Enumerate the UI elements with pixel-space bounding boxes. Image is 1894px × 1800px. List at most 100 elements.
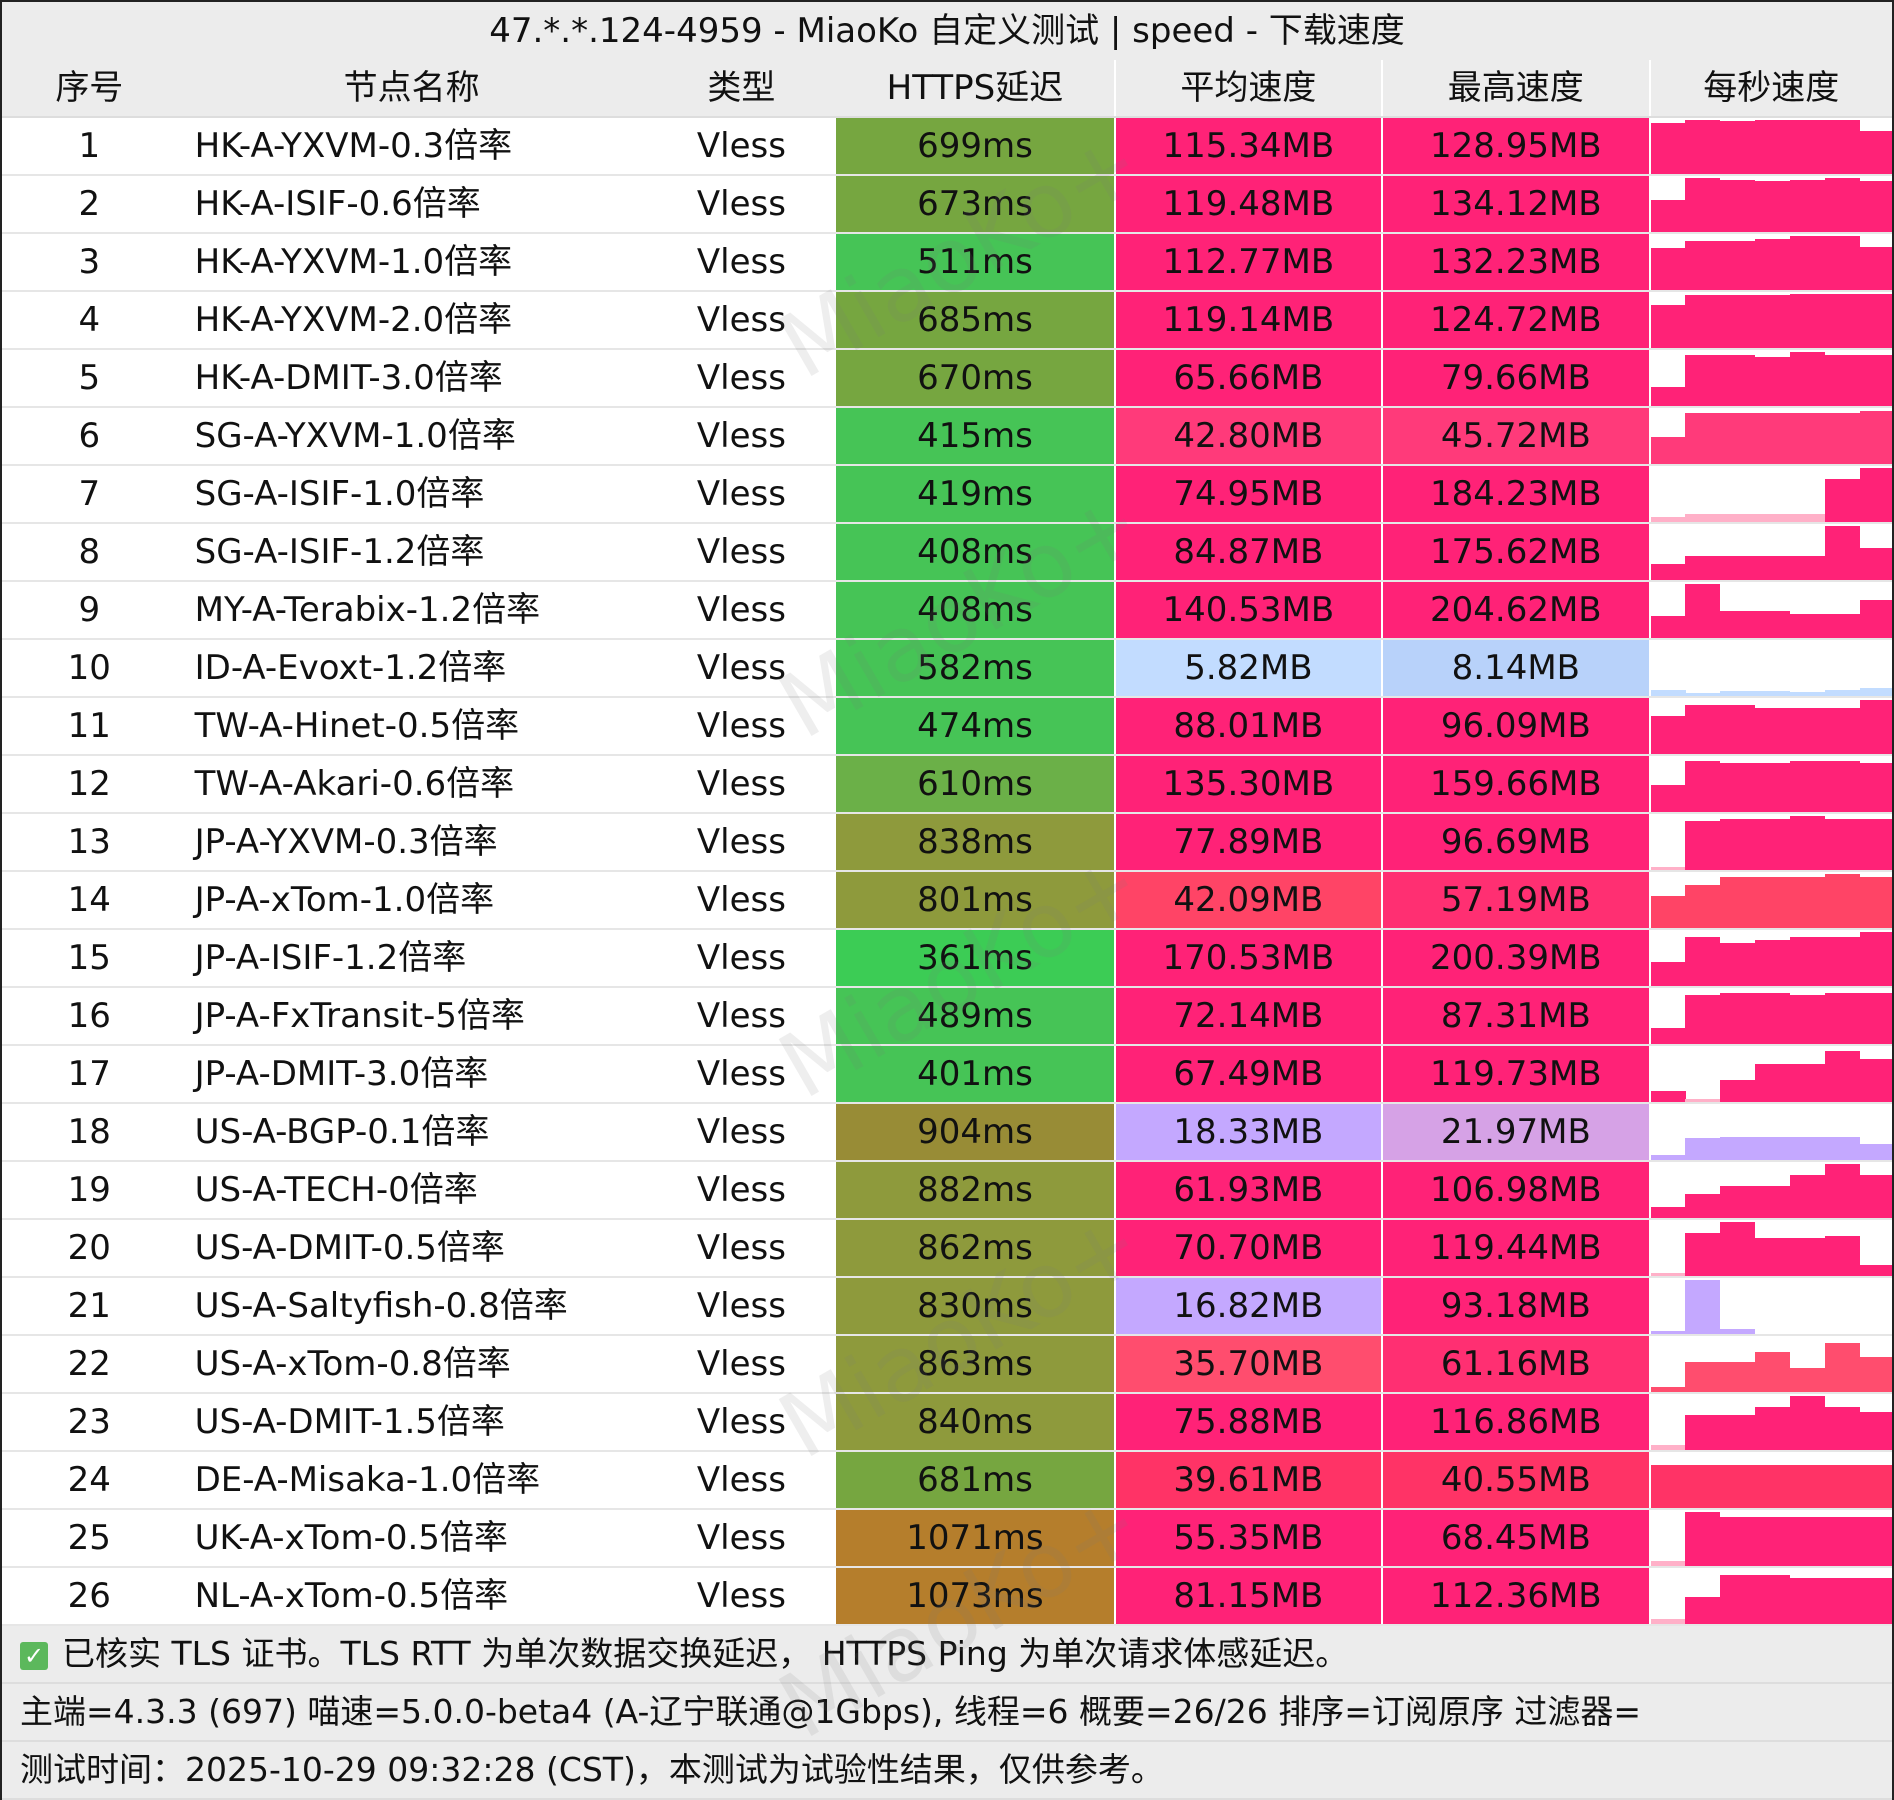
speed-bar	[1824, 874, 1860, 928]
node-type: Vless	[696, 532, 786, 572]
avg-speed: 72.14MB	[1113, 988, 1382, 1044]
speed-bar	[1859, 130, 1893, 174]
avg-speed: 55.35MB	[1113, 1510, 1382, 1566]
node-name: HK-A-ISIF-0.6倍率	[194, 184, 481, 224]
max-speed: 93.18MB	[1381, 1278, 1649, 1334]
https-latency: 408ms	[836, 582, 1114, 638]
speed-bar	[1685, 412, 1721, 464]
table-row: 10 ID-A-Evoxt-1.2倍率 Vless 582ms 5.82MB 8.14MB	[2, 640, 1893, 698]
max-speed: 128.95MB	[1381, 118, 1649, 174]
speed-bar	[1789, 1367, 1825, 1392]
speed-bar	[1685, 513, 1721, 522]
node-index: 5	[78, 358, 101, 398]
node-name: JP-A-FxTransit-5倍率	[194, 996, 525, 1036]
table-row: 16 JP-A-FxTransit-5倍率 Vless 489ms 72.14MB 87.…	[2, 988, 1893, 1046]
speed-bar	[1755, 238, 1791, 290]
per-second-speed-sparkline	[1648, 1568, 1893, 1624]
speed-bar	[1720, 690, 1756, 696]
speed-bar	[1789, 691, 1825, 696]
speed-bar	[1824, 1343, 1860, 1392]
avg-speed: 70.70MB	[1113, 1220, 1382, 1276]
header-https-latency: HTTPS延迟	[886, 68, 1064, 108]
speed-bar	[1755, 611, 1791, 638]
table-row: 21 US-A-Saltyfish-0.8倍率 Vless 830ms 16.82MB 9…	[2, 1278, 1892, 1336]
https-latency: 511ms	[836, 234, 1114, 290]
speed-bar	[1720, 705, 1756, 754]
max-speed: 96.09MB	[1381, 698, 1649, 754]
speed-bar	[1685, 120, 1721, 174]
speed-bar	[1755, 1575, 1791, 1624]
node-index: 8	[78, 532, 101, 572]
speed-bar	[1755, 1064, 1791, 1102]
footer-version-info: 主端=4.3.3 (697) 喵速=5.0.0-beta4 (A-辽宁联通@1G…	[2, 1684, 1892, 1742]
node-type: Vless	[696, 1170, 786, 1210]
avg-speed: 88.01MB	[1113, 698, 1382, 754]
node-name: ID-A-Evoxt-1.2倍率	[194, 648, 507, 688]
speed-bar	[1824, 1137, 1860, 1160]
speed-bar	[1650, 247, 1686, 290]
speed-bar	[1720, 1080, 1756, 1102]
node-index: 6	[78, 416, 101, 456]
speed-bar	[1789, 708, 1825, 754]
speed-bar	[1789, 412, 1825, 464]
node-type: Vless	[696, 880, 786, 920]
node-index: 10	[67, 648, 111, 688]
table-row: 13 JP-A-YXVM-0.3倍率 Vless 838ms 77.89MB 96.69M…	[2, 814, 1893, 872]
speed-bar	[1859, 700, 1893, 754]
per-second-speed-sparkline	[1648, 118, 1893, 174]
avg-speed: 42.80MB	[1113, 408, 1382, 464]
max-speed: 200.39MB	[1381, 930, 1649, 986]
node-name: TW-A-Akari-0.6倍率	[194, 764, 515, 804]
speed-bar	[1824, 1406, 1860, 1450]
avg-speed: 16.82MB	[1113, 1278, 1382, 1334]
max-speed: 204.62MB	[1381, 582, 1649, 638]
speed-bar	[1650, 961, 1686, 986]
node-index: 17	[67, 1054, 111, 1094]
speed-bar	[1824, 937, 1860, 986]
speed-bar	[1824, 354, 1860, 406]
table-row: 1 HK-A-YXVM-0.3倍率 Vless 699ms 115.34MB 128.95…	[2, 118, 1893, 176]
speed-bar	[1755, 1238, 1791, 1276]
speed-bar	[1720, 412, 1756, 464]
https-latency: 840ms	[836, 1394, 1114, 1450]
node-index: 19	[67, 1170, 111, 1210]
node-type: Vless	[696, 648, 786, 688]
node-type: Vless	[696, 590, 786, 630]
speed-bar	[1755, 180, 1791, 232]
speed-bar	[1650, 616, 1686, 638]
speed-bar	[1859, 818, 1893, 870]
node-index: 23	[67, 1402, 111, 1442]
speed-bar	[1859, 763, 1893, 812]
speed-bar	[1650, 895, 1686, 928]
speed-bar	[1650, 437, 1686, 464]
node-type: Vless	[696, 938, 786, 978]
node-type: Vless	[696, 1576, 786, 1616]
speed-bar	[1650, 1444, 1686, 1450]
https-latency: 838ms	[836, 814, 1114, 870]
speed-bar	[1859, 600, 1893, 638]
node-name: US-A-BGP-0.1倍率	[194, 1112, 490, 1152]
node-type: Vless	[696, 358, 786, 398]
speed-bar	[1859, 992, 1893, 1044]
speed-bar	[1859, 1058, 1893, 1102]
speed-bar	[1650, 122, 1686, 174]
avg-speed: 67.49MB	[1113, 1046, 1382, 1102]
table-row: 23 US-A-DMIT-1.5倍率 Vless 840ms 75.88MB 116.86…	[2, 1394, 1893, 1452]
speed-bar	[1859, 411, 1893, 464]
node-name: SG-A-YXVM-1.0倍率	[194, 416, 516, 456]
speed-bar	[1824, 412, 1860, 464]
speed-bar	[1859, 1356, 1893, 1392]
node-index: 12	[67, 764, 111, 804]
table-row: 2 HK-A-ISIF-0.6倍率 Vless 673ms 119.48MB 134.12…	[2, 176, 1893, 234]
avg-speed: 170.53MB	[1113, 930, 1382, 986]
speed-bar	[1789, 816, 1825, 870]
node-type: Vless	[696, 1460, 786, 1500]
node-type: Vless	[696, 1112, 786, 1152]
speed-bar	[1789, 1064, 1825, 1102]
speed-bar	[1720, 1575, 1756, 1624]
speed-bar	[1824, 478, 1860, 522]
speed-bar	[1685, 1193, 1721, 1218]
speed-bar	[1650, 1560, 1686, 1566]
speed-bar	[1789, 1464, 1825, 1508]
max-speed: 119.73MB	[1381, 1046, 1649, 1102]
